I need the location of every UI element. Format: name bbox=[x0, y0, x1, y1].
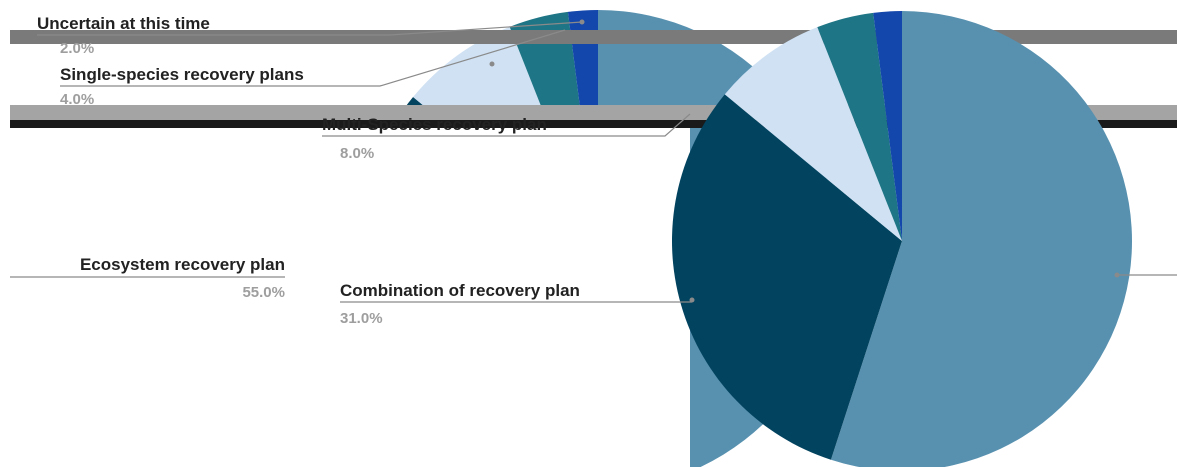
slice-value-single-species: 4.0% bbox=[60, 91, 94, 108]
glitch-band-dark bbox=[10, 120, 1177, 128]
slice-label-combination: Combination of recovery plan bbox=[340, 281, 580, 300]
slice-label-single-species: Single-species recovery plans bbox=[60, 65, 304, 84]
slice-label-uncertain: Uncertain at this time bbox=[37, 14, 210, 33]
slice-label-ecosystem: Ecosystem recovery plan bbox=[80, 255, 285, 274]
slice-value-combination: 31.0% bbox=[340, 310, 383, 327]
leader-dot-single-species bbox=[489, 61, 495, 67]
leader-multi-species bbox=[322, 113, 691, 137]
slice-combination-of-recovery-plan bbox=[672, 94, 902, 460]
main-pie bbox=[672, 11, 1132, 467]
leader-dot-combination bbox=[689, 297, 695, 303]
leader-dot-ecosystem bbox=[1114, 272, 1120, 278]
slice-label-multi-species: Multi-Species recovery plan bbox=[322, 115, 547, 134]
leader-lines bbox=[10, 19, 1177, 303]
leader-single-species bbox=[60, 29, 566, 87]
slice-value-uncertain: 2.0% bbox=[60, 40, 94, 57]
leader-dot-uncertain bbox=[579, 19, 585, 25]
ghost-mask bbox=[0, 105, 690, 467]
slice-single-species-recovery-plans bbox=[817, 12, 902, 242]
slice-multi-species-recovery-plan bbox=[724, 27, 902, 241]
slice-value-ecosystem: 55.0% bbox=[242, 284, 285, 301]
slice-ecosystem-recovery-plan bbox=[830, 11, 1132, 467]
slice-uncertain-at-this-time bbox=[873, 11, 902, 241]
slice-value-multi-species: 8.0% bbox=[340, 145, 374, 162]
leader-uncertain bbox=[37, 21, 583, 36]
